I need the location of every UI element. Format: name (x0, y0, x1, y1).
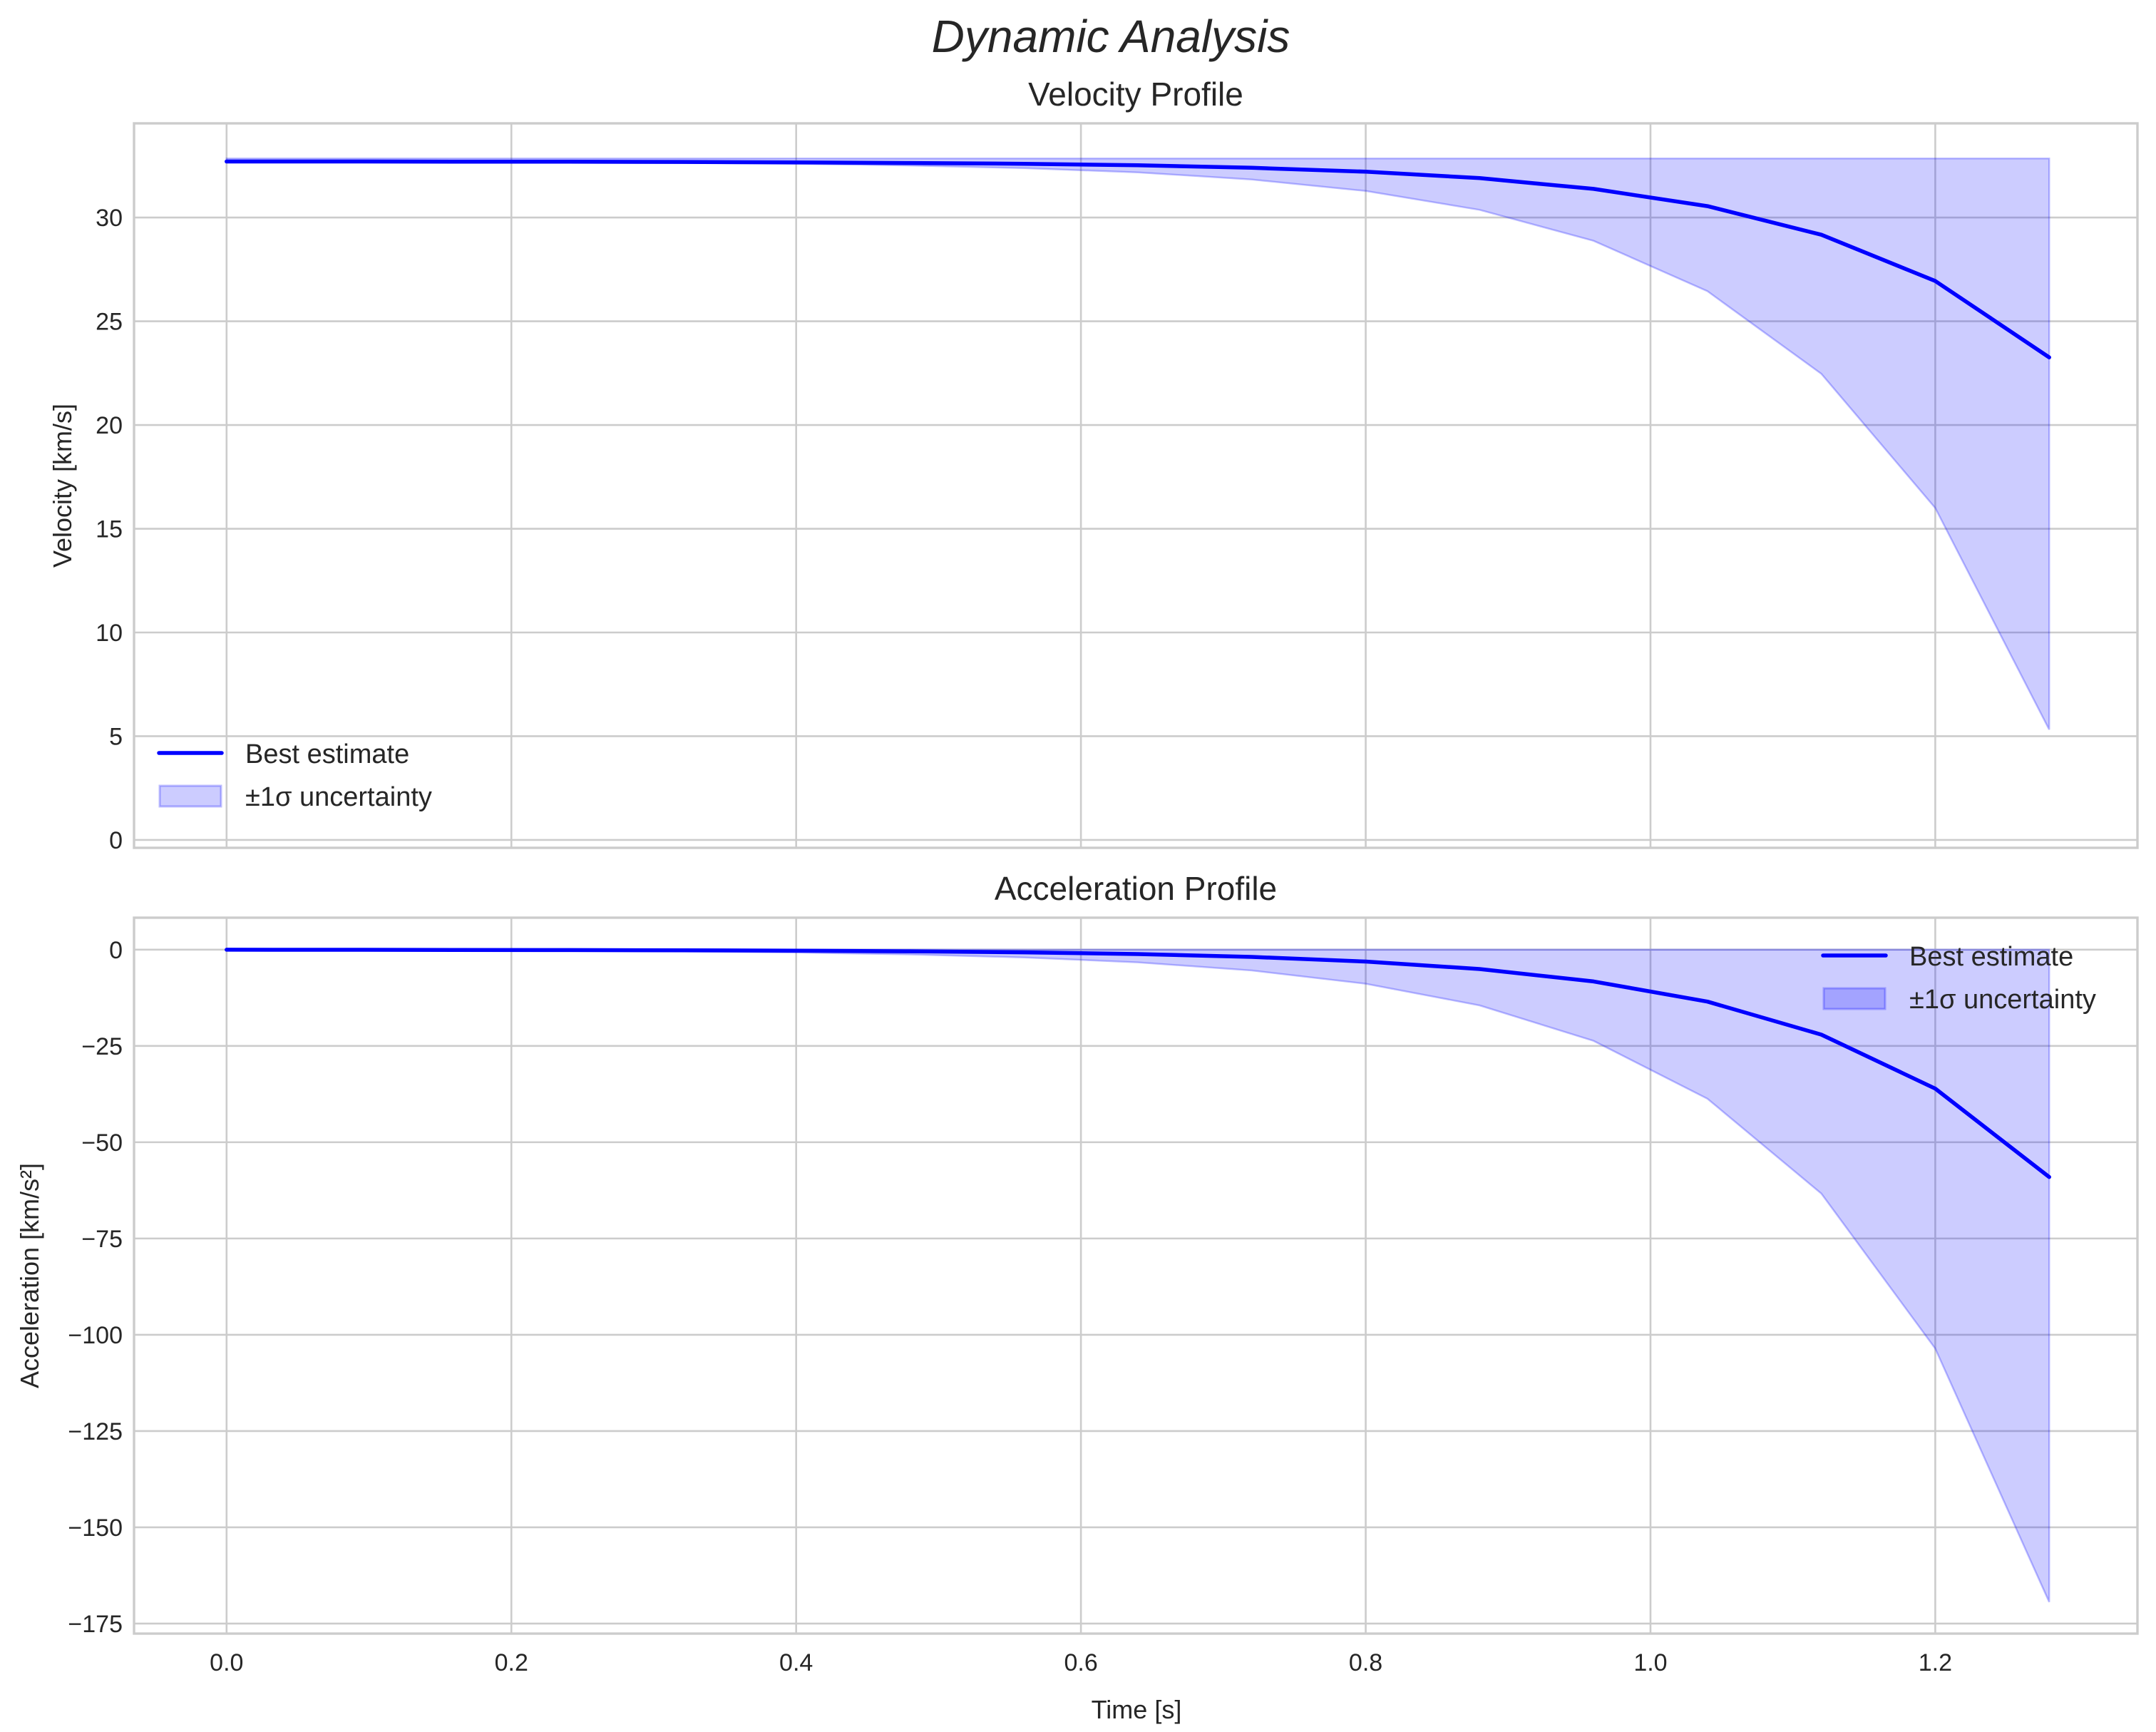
velocity-legend: Best estimate ±1σ uncertainty (157, 739, 432, 812)
y-tick-label: −75 (81, 1226, 123, 1253)
y-tick-label: 0 (109, 827, 123, 854)
x-tick-labels: 0.0 0.2 0.4 0.6 0.8 1.0 1.2 (210, 1649, 1952, 1676)
legend-label-best-estimate: Best estimate (245, 739, 409, 769)
y-tick-label: 0 (109, 937, 123, 964)
y-tick-label: 15 (96, 516, 123, 543)
best-estimate-curve (225, 159, 2051, 359)
x-tick-label: 0.8 (1349, 1649, 1382, 1676)
velocity-chart-title: Velocity Profile (1028, 76, 1243, 113)
best-estimate-curve (225, 948, 2051, 1179)
figure-title: Dynamic Analysis (932, 11, 1290, 62)
acceleration-y-tick-labels: 0 −25 −50 −75 −100 −125 −150 −175 (68, 937, 123, 1638)
acceleration-axes-frame (133, 916, 2139, 1635)
axes-border (133, 122, 2139, 849)
y-tick-label: 25 (96, 309, 123, 336)
x-tick-label: 0.2 (495, 1649, 528, 1676)
acceleration-chart-title: Acceleration Profile (995, 870, 1277, 907)
velocity-uncertainty-band (225, 157, 2050, 730)
acceleration-chart: Acceleration Profile 0 −25 −50 −75 −100 −125 −… (15, 870, 2139, 1724)
y-tick-label: −125 (68, 1418, 123, 1445)
velocity-y-axis-label: Velocity [km/s] (48, 404, 77, 568)
legend-band-swatch-icon (158, 784, 222, 808)
y-tick-label: 10 (96, 620, 123, 647)
y-tick-label: 30 (96, 205, 123, 232)
velocity-best-estimate-line (225, 159, 2051, 359)
acceleration-uncertainty-band (225, 948, 2050, 1603)
legend-label-best-estimate: Best estimate (1909, 942, 2073, 972)
axes-border (133, 916, 2139, 1635)
x-tick-label: 0.4 (779, 1649, 813, 1676)
acceleration-legend: Best estimate ±1σ uncertainty (1821, 942, 2096, 1015)
velocity-axes-frame (133, 122, 2139, 849)
acceleration-y-axis-label: Acceleration [km/s²] (15, 1163, 44, 1388)
x-tick-label: 1.0 (1633, 1649, 1667, 1676)
velocity-chart: Velocity Profile 0 5 10 15 20 25 30 Velocity [… (48, 76, 2139, 854)
velocity-gridlines (134, 123, 2137, 848)
y-tick-label: −150 (68, 1515, 123, 1542)
x-tick-label: 0.0 (210, 1649, 243, 1676)
y-tick-label: −25 (81, 1033, 123, 1060)
acceleration-best-estimate-line (225, 948, 2051, 1179)
velocity-y-tick-labels: 0 5 10 15 20 25 30 (96, 205, 123, 854)
uncertainty-band-area (225, 948, 2050, 1603)
y-tick-label: −50 (81, 1129, 123, 1157)
x-tick-label: 1.2 (1919, 1649, 1952, 1676)
y-tick-label: 20 (96, 412, 123, 439)
y-tick-label: −100 (68, 1322, 123, 1349)
y-tick-label: 5 (109, 723, 123, 750)
x-axis-label: Time [s] (1092, 1695, 1182, 1724)
uncertainty-band-area (225, 157, 2050, 730)
legend-label-uncertainty: ±1σ uncertainty (1909, 985, 2096, 1015)
y-tick-label: −175 (68, 1611, 123, 1638)
legend-band-swatch-icon (1822, 987, 1886, 1010)
legend-label-uncertainty: ±1σ uncertainty (245, 782, 432, 812)
x-tick-label: 0.6 (1064, 1649, 1097, 1676)
